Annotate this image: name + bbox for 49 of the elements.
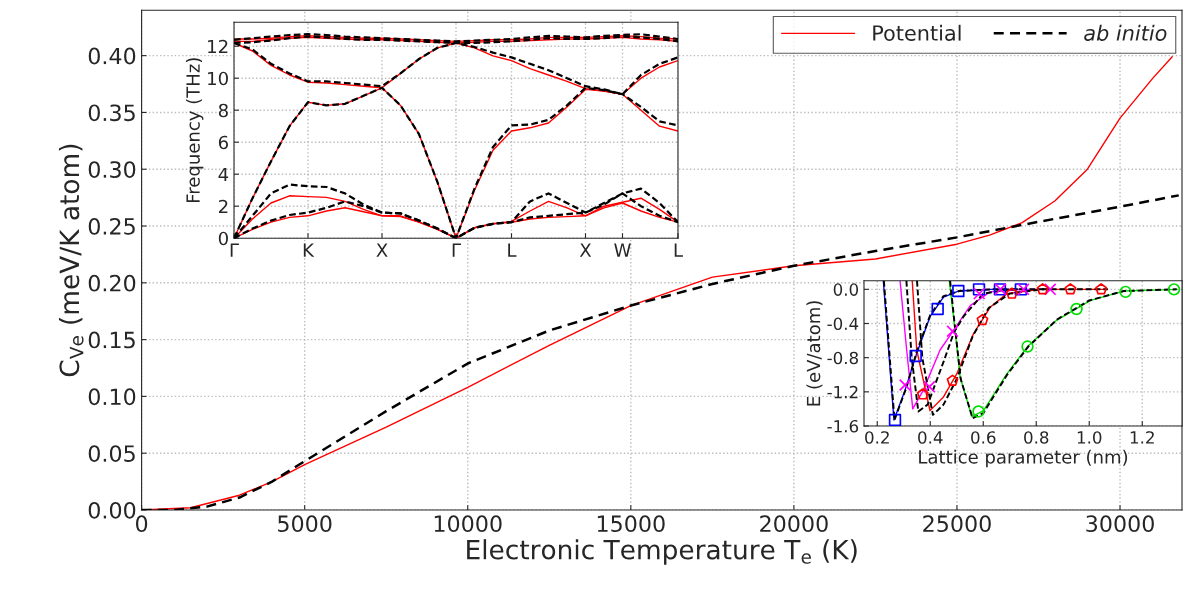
- x-tick-label: 15000: [597, 515, 665, 533]
- x-tick-label: 30000: [1086, 515, 1154, 533]
- y-tick-label: 0.10: [88, 388, 136, 406]
- x-tick-label: W: [614, 243, 631, 257]
- y-tick-label: 0.40: [88, 47, 136, 65]
- x-tick-label: 20000: [760, 515, 828, 533]
- x-tick-label: Γ: [452, 243, 461, 257]
- y-tick-label: 0.20: [88, 274, 136, 292]
- y-tick-label: 0.30: [88, 161, 136, 178]
- x-tick-label: 0.2: [865, 431, 889, 444]
- x-tick-label: 0.4: [918, 431, 943, 444]
- y-tick-label: -1.6: [827, 419, 859, 433]
- legend-label: ab initio: [1084, 24, 1167, 41]
- x-tick-label: 5000: [278, 515, 332, 533]
- x-tick-label: 10000: [434, 515, 502, 533]
- y-tick-label: 2: [218, 199, 228, 214]
- y-tick-label: -0.4: [827, 317, 859, 331]
- y-tick-label: 4: [218, 167, 229, 182]
- y-axis-title: Frequency (THz): [185, 58, 204, 203]
- x-tick-label: 1.2: [1130, 431, 1154, 444]
- y-tick-label: 12: [208, 39, 228, 54]
- x-tick-label: 0.8: [1024, 431, 1049, 444]
- x-axis-title: Electronic Temperature T$_{e}$ (K): [467, 539, 857, 565]
- y-tick-label: -1.2: [827, 385, 858, 399]
- y-tick-label: 0.25: [88, 217, 135, 235]
- y-tick-label: 8: [218, 103, 228, 118]
- y-tick-label: 0.35: [88, 104, 135, 122]
- x-tick-label: K: [303, 243, 315, 257]
- y-tick-label: 0: [218, 231, 228, 246]
- y-tick-label: 6: [218, 135, 228, 150]
- x-tick-label: 1.0: [1077, 431, 1102, 444]
- x-tick-label: X: [376, 243, 388, 257]
- y-tick-label: 10: [208, 71, 228, 86]
- y-tick-label: -0.8: [827, 351, 858, 365]
- y-axis-title: C$_{Ve}$ (meV/K atom): [58, 144, 84, 377]
- legend-label: Potential: [873, 24, 961, 41]
- x-tick-label: Γ: [230, 243, 239, 257]
- x-tick-label: 0.6: [971, 431, 996, 444]
- x-tick-label: 25000: [923, 515, 991, 533]
- x-tick-label: X: [579, 243, 592, 257]
- x-tick-label: L: [508, 243, 517, 257]
- x-tick-label: 0: [136, 515, 148, 533]
- y-axis-title: E (eV/atom): [806, 301, 823, 406]
- y-tick-label: 0.00: [88, 501, 136, 519]
- y-tick-label: 0.05: [88, 445, 135, 462]
- x-tick-label: L: [674, 243, 683, 257]
- y-tick-label: 0.0: [833, 283, 859, 296]
- x-axis-title: Lattice parameter (nm): [919, 449, 1128, 468]
- y-tick-label: 0.15: [88, 331, 135, 349]
